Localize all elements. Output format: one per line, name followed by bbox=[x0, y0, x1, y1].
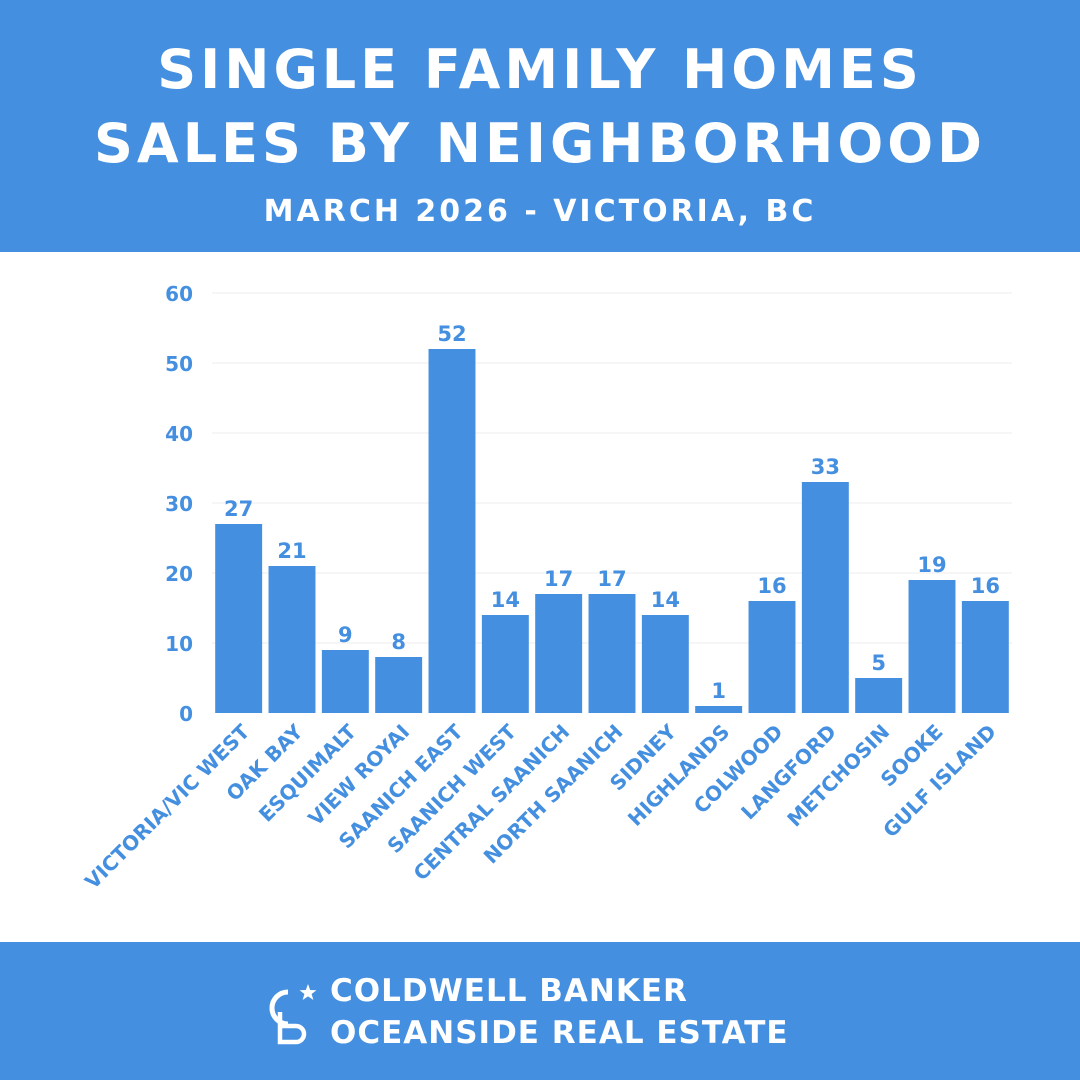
bar bbox=[641, 615, 689, 713]
bar bbox=[535, 594, 583, 713]
bar bbox=[268, 566, 316, 713]
data-label: 52 bbox=[437, 322, 466, 346]
bar bbox=[695, 706, 743, 713]
bar bbox=[588, 594, 636, 713]
bar bbox=[908, 580, 956, 713]
category-label: VICTORIA/VIC WEST bbox=[80, 719, 254, 893]
data-label: 9 bbox=[338, 623, 353, 647]
bar bbox=[748, 601, 796, 713]
y-tick-label: 0 bbox=[179, 702, 193, 726]
data-label: 1 bbox=[711, 679, 726, 703]
data-label: 14 bbox=[651, 588, 680, 612]
footer-banner: COLDWELL BANKER OCEANSIDE REAL ESTATE bbox=[0, 942, 1080, 1080]
y-tick-label: 30 bbox=[165, 492, 193, 516]
brand-line-2: OCEANSIDE REAL ESTATE bbox=[330, 1015, 789, 1051]
y-tick-label: 20 bbox=[165, 562, 193, 586]
data-label: 14 bbox=[491, 588, 520, 612]
brand-line-1: COLDWELL BANKER bbox=[330, 973, 688, 1009]
bar bbox=[855, 678, 903, 713]
data-label: 33 bbox=[811, 455, 840, 479]
coldwell-banker-logo-icon bbox=[269, 984, 317, 1045]
header-banner: SINGLE FAMILY HOMES SALES BY NEIGHBORHOO… bbox=[0, 0, 1080, 252]
bar bbox=[961, 601, 1009, 713]
data-label: 19 bbox=[917, 553, 946, 577]
bar bbox=[481, 615, 529, 713]
title-line-2: SALES BY NEIGHBORHOOD bbox=[94, 112, 986, 175]
title-line-1: SINGLE FAMILY HOMES bbox=[157, 38, 923, 101]
data-label: 16 bbox=[757, 574, 786, 598]
y-tick-label: 60 bbox=[165, 282, 193, 306]
data-label: 5 bbox=[871, 651, 886, 675]
bar bbox=[801, 482, 849, 713]
y-tick-label: 50 bbox=[165, 352, 193, 376]
data-label: 27 bbox=[224, 497, 253, 521]
data-label: 17 bbox=[544, 567, 573, 591]
data-label: 17 bbox=[597, 567, 626, 591]
y-tick-label: 10 bbox=[165, 632, 193, 656]
data-label: 21 bbox=[277, 539, 306, 563]
bar bbox=[321, 650, 369, 713]
data-label: 8 bbox=[391, 630, 406, 654]
y-tick-label: 40 bbox=[165, 422, 193, 446]
chart-area: 0 10 20 30 40 50 60 27 VICTORIA/VIC WEST 21 OAK BA… bbox=[0, 252, 1080, 942]
bar bbox=[215, 524, 263, 713]
subtitle: MARCH 2026 - VICTORIA, BC bbox=[263, 194, 817, 229]
bar bbox=[428, 349, 476, 713]
data-label: 16 bbox=[971, 574, 1000, 598]
bar bbox=[375, 657, 423, 713]
